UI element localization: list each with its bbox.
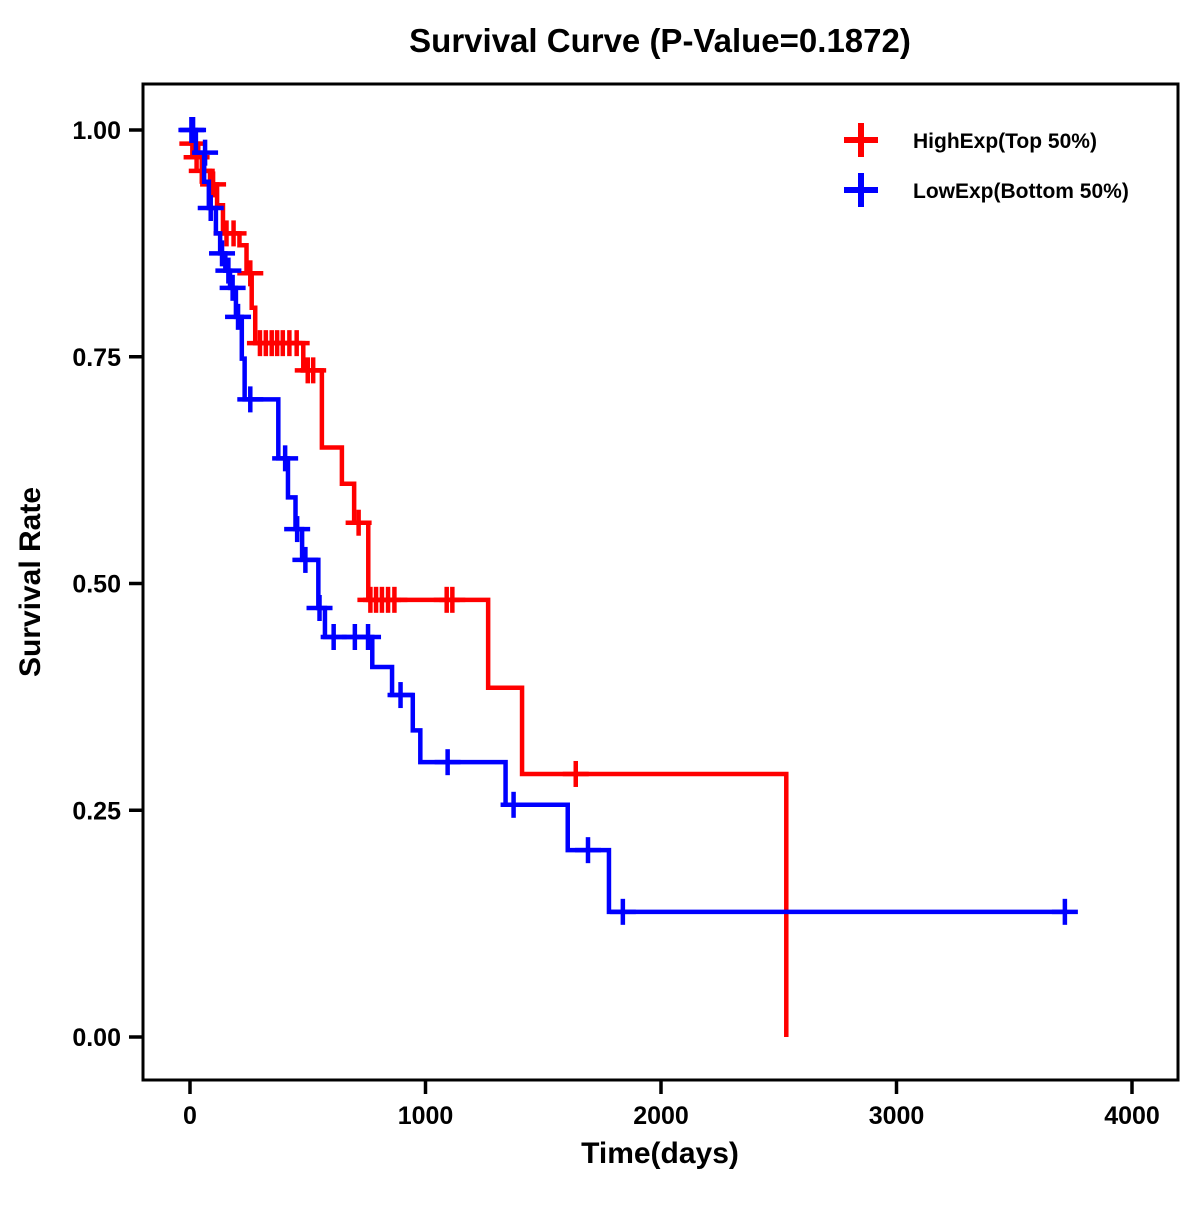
censor-plus-icon [306, 594, 333, 621]
censor-plus-icon [284, 516, 311, 543]
y-tick-label: 0.50 [72, 571, 121, 599]
y-tick-label: 1.00 [72, 117, 121, 145]
plot-border [141, 82, 1180, 1082]
censor-plus-icon [355, 624, 382, 651]
legend-item-highexp: HighExp(Top 50%) [844, 123, 1097, 157]
censor-plus-icon [283, 330, 310, 357]
censor-plus-icon [192, 139, 219, 166]
censor-plus-icon [381, 586, 408, 613]
legend-item-lowexp: LowExp(Bottom 50%) [844, 173, 1129, 207]
censor-plus-icon [215, 257, 242, 284]
censor-plus-icon [197, 195, 224, 222]
x-axis-ticks: 0 1000 2000 3000 4000 [183, 1080, 1160, 1130]
y-tick-label: 0.00 [72, 1024, 121, 1052]
legend: HighExp(Top 50%) LowExp(Bottom 50%) [844, 123, 1129, 207]
plus-marker-icon [844, 123, 878, 157]
censor-plus-icon [1051, 898, 1078, 925]
x-tick-label: 2000 [633, 1102, 689, 1130]
y-axis-title: Survival Rate [14, 487, 47, 677]
y-axis-ticks: 0.00 0.25 0.50 0.75 1.00 [72, 117, 143, 1052]
censor-plus-icon [562, 760, 589, 787]
x-tick-label: 4000 [1104, 1102, 1160, 1130]
series-highexp [179, 127, 789, 1037]
censor-plus-icon [434, 749, 461, 776]
censor-plus-icon [237, 260, 264, 287]
series-layer [178, 117, 1078, 1037]
y-tick-label: 0.25 [72, 797, 121, 825]
censor-plus-icon [237, 386, 264, 413]
censor-plus-icon [225, 303, 252, 330]
survival-step-curve [190, 127, 1067, 915]
censor-plus-icon [188, 157, 215, 184]
survival-step-curve [189, 127, 789, 1037]
censor-plus-icon [180, 117, 207, 143]
censor-plus-icon [609, 898, 636, 925]
censor-plus-icon [439, 586, 466, 613]
plus-marker-icon [844, 173, 878, 207]
censor-plus-icon [200, 171, 227, 198]
censor-plus-icon [300, 357, 327, 384]
x-axis-title: Time(days) [581, 1137, 739, 1170]
series-lowexp [178, 117, 1078, 925]
legend-label-highexp: HighExp(Top 50%) [913, 130, 1097, 153]
x-tick-label: 1000 [398, 1102, 454, 1130]
censor-plus-icon [387, 682, 414, 709]
x-tick-label: 0 [183, 1102, 197, 1130]
censor-plus-icon [500, 791, 527, 818]
chart-title: Survival Curve (P-Value=0.1872) [409, 22, 911, 59]
censor-plus-icon [345, 509, 372, 536]
censor-plus-icon [272, 445, 299, 472]
legend-label-lowexp: LowExp(Bottom 50%) [913, 180, 1129, 203]
censor-plus-icon [220, 220, 247, 247]
censor-plus-icon [209, 240, 236, 267]
censor-plus-icon [574, 837, 601, 864]
x-tick-label: 3000 [869, 1102, 925, 1130]
censor-plus-icon [219, 274, 246, 301]
y-tick-label: 0.75 [72, 344, 121, 372]
censor-plus-icon [292, 546, 319, 573]
